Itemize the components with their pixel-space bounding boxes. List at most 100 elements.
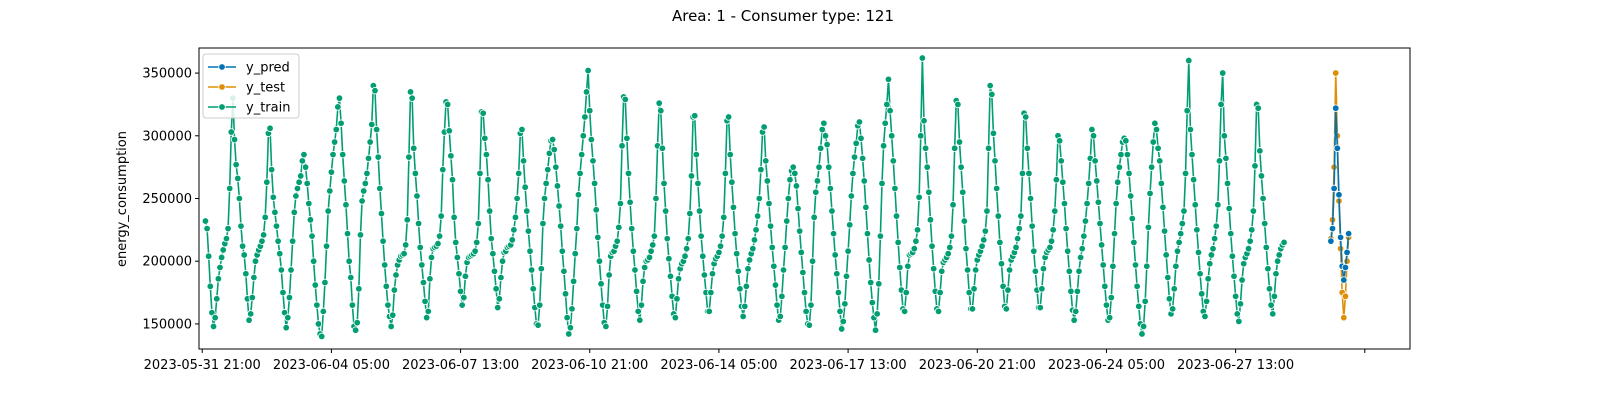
data-point-y-train bbox=[833, 270, 841, 278]
data-point-y-train bbox=[290, 208, 298, 216]
data-point-y-train bbox=[1146, 189, 1154, 198]
data-point-y-train bbox=[652, 194, 660, 203]
data-point-y-train bbox=[1143, 262, 1151, 270]
data-point-y-train bbox=[879, 142, 888, 150]
data-point-y-train bbox=[1147, 163, 1156, 171]
data-point-y-train bbox=[230, 135, 239, 144]
data-point-y-train bbox=[364, 154, 373, 163]
data-point-y-train bbox=[1097, 241, 1106, 249]
data-point-y-train bbox=[894, 238, 902, 247]
data-point-y-train bbox=[992, 184, 1001, 193]
data-point-y-train bbox=[267, 165, 276, 174]
data-point-y-train bbox=[1160, 227, 1169, 235]
data-point-y-train bbox=[403, 216, 411, 224]
data-point-y-train bbox=[558, 247, 566, 255]
data-point-y-train bbox=[658, 144, 667, 153]
data-point-y-train bbox=[566, 323, 575, 332]
data-point-y-train bbox=[1151, 119, 1159, 127]
data-point-y-train bbox=[781, 243, 789, 252]
data-point-y-train bbox=[944, 249, 952, 258]
data-point-y-train bbox=[337, 119, 345, 127]
data-point-y-train bbox=[473, 238, 481, 247]
data-point-y-train bbox=[306, 216, 315, 224]
data-point-y-train bbox=[1055, 137, 1064, 145]
data-point-y-pred bbox=[1340, 276, 1348, 284]
data-point-y-train bbox=[1109, 262, 1117, 270]
data-point-y-train bbox=[492, 285, 500, 293]
data-point-y-train bbox=[1062, 224, 1070, 233]
data-point-y-train bbox=[657, 107, 665, 115]
data-point-y-train bbox=[542, 179, 550, 188]
data-point-y-train bbox=[991, 157, 999, 165]
data-point-y-train bbox=[211, 313, 219, 322]
data-point-y-train bbox=[1210, 234, 1219, 243]
data-point-y-train bbox=[214, 275, 223, 283]
data-point-y-train bbox=[744, 265, 752, 273]
data-point-y-train bbox=[448, 175, 457, 184]
data-point-y-train bbox=[1193, 226, 1201, 234]
data-point-y-train bbox=[823, 140, 831, 149]
data-point-y-train bbox=[694, 179, 702, 188]
data-point-y-train bbox=[1128, 214, 1136, 223]
data-point-y-train bbox=[1186, 125, 1195, 134]
data-point-y-train bbox=[1126, 192, 1135, 200]
data-point-y-train bbox=[1101, 282, 1109, 290]
data-point-y-train bbox=[234, 174, 242, 183]
data-point-y-train bbox=[849, 169, 857, 178]
data-point-y-train bbox=[490, 267, 499, 275]
data-point-y-train bbox=[553, 182, 562, 190]
data-point-y-train bbox=[481, 134, 489, 142]
data-point-y-train bbox=[447, 152, 455, 160]
data-point-y-train bbox=[666, 272, 675, 280]
data-point-y-train bbox=[1102, 301, 1111, 309]
data-point-y-train bbox=[1052, 175, 1061, 184]
data-point-y-train bbox=[661, 207, 670, 215]
data-point-y-train bbox=[1270, 292, 1279, 301]
data-point-y-train bbox=[1256, 147, 1264, 155]
data-point-y-train bbox=[778, 292, 786, 301]
data-point-y-train bbox=[1257, 172, 1266, 180]
data-point-y-train bbox=[760, 123, 768, 131]
data-point-y-train bbox=[904, 262, 912, 270]
data-point-y-train bbox=[1105, 313, 1114, 322]
data-point-y-train bbox=[545, 149, 554, 158]
data-point-y-train bbox=[1144, 223, 1153, 232]
data-point-y-train bbox=[988, 90, 996, 99]
data-point-y-train bbox=[886, 107, 894, 115]
data-point-y-train bbox=[1231, 292, 1240, 301]
legend-label: y_pred bbox=[246, 61, 290, 76]
data-point-y-train bbox=[1185, 56, 1193, 65]
data-point-y-train bbox=[342, 201, 350, 209]
data-point-y-train bbox=[288, 237, 297, 245]
data-point-y-train bbox=[246, 310, 255, 318]
data-point-y-train bbox=[203, 224, 211, 233]
data-point-y-train bbox=[884, 75, 893, 84]
data-point-y-train bbox=[439, 165, 447, 174]
data-point-y-train bbox=[225, 184, 234, 193]
data-point-y-train bbox=[374, 153, 382, 161]
data-point-y-train bbox=[201, 217, 210, 225]
data-point-y-train bbox=[632, 287, 641, 296]
data-point-y-train bbox=[1191, 201, 1199, 209]
data-point-y-train bbox=[1030, 247, 1038, 255]
data-point-y-train bbox=[561, 290, 570, 298]
data-point-y-train bbox=[892, 212, 901, 220]
data-point-y-train bbox=[841, 300, 849, 308]
legend-item-y-train: y_train bbox=[208, 101, 290, 116]
data-point-y-train bbox=[587, 135, 596, 144]
data-point-y-train bbox=[411, 169, 420, 178]
data-point-y-train bbox=[1265, 285, 1274, 293]
data-point-y-train bbox=[204, 252, 213, 260]
data-point-y-train bbox=[405, 153, 413, 161]
data-point-y-train bbox=[920, 117, 928, 125]
data-point-y-train bbox=[1201, 312, 1209, 321]
data-point-y-train bbox=[1206, 260, 1214, 268]
data-point-y-train bbox=[498, 257, 507, 265]
data-point-y-train bbox=[691, 112, 699, 120]
data-point-y-train bbox=[660, 179, 668, 188]
data-point-y-train bbox=[1225, 204, 1233, 213]
data-point-y-train bbox=[232, 160, 240, 169]
data-point-y-train bbox=[213, 295, 221, 303]
data-point-y-train bbox=[765, 199, 773, 208]
data-point-y-pred bbox=[1341, 263, 1350, 272]
